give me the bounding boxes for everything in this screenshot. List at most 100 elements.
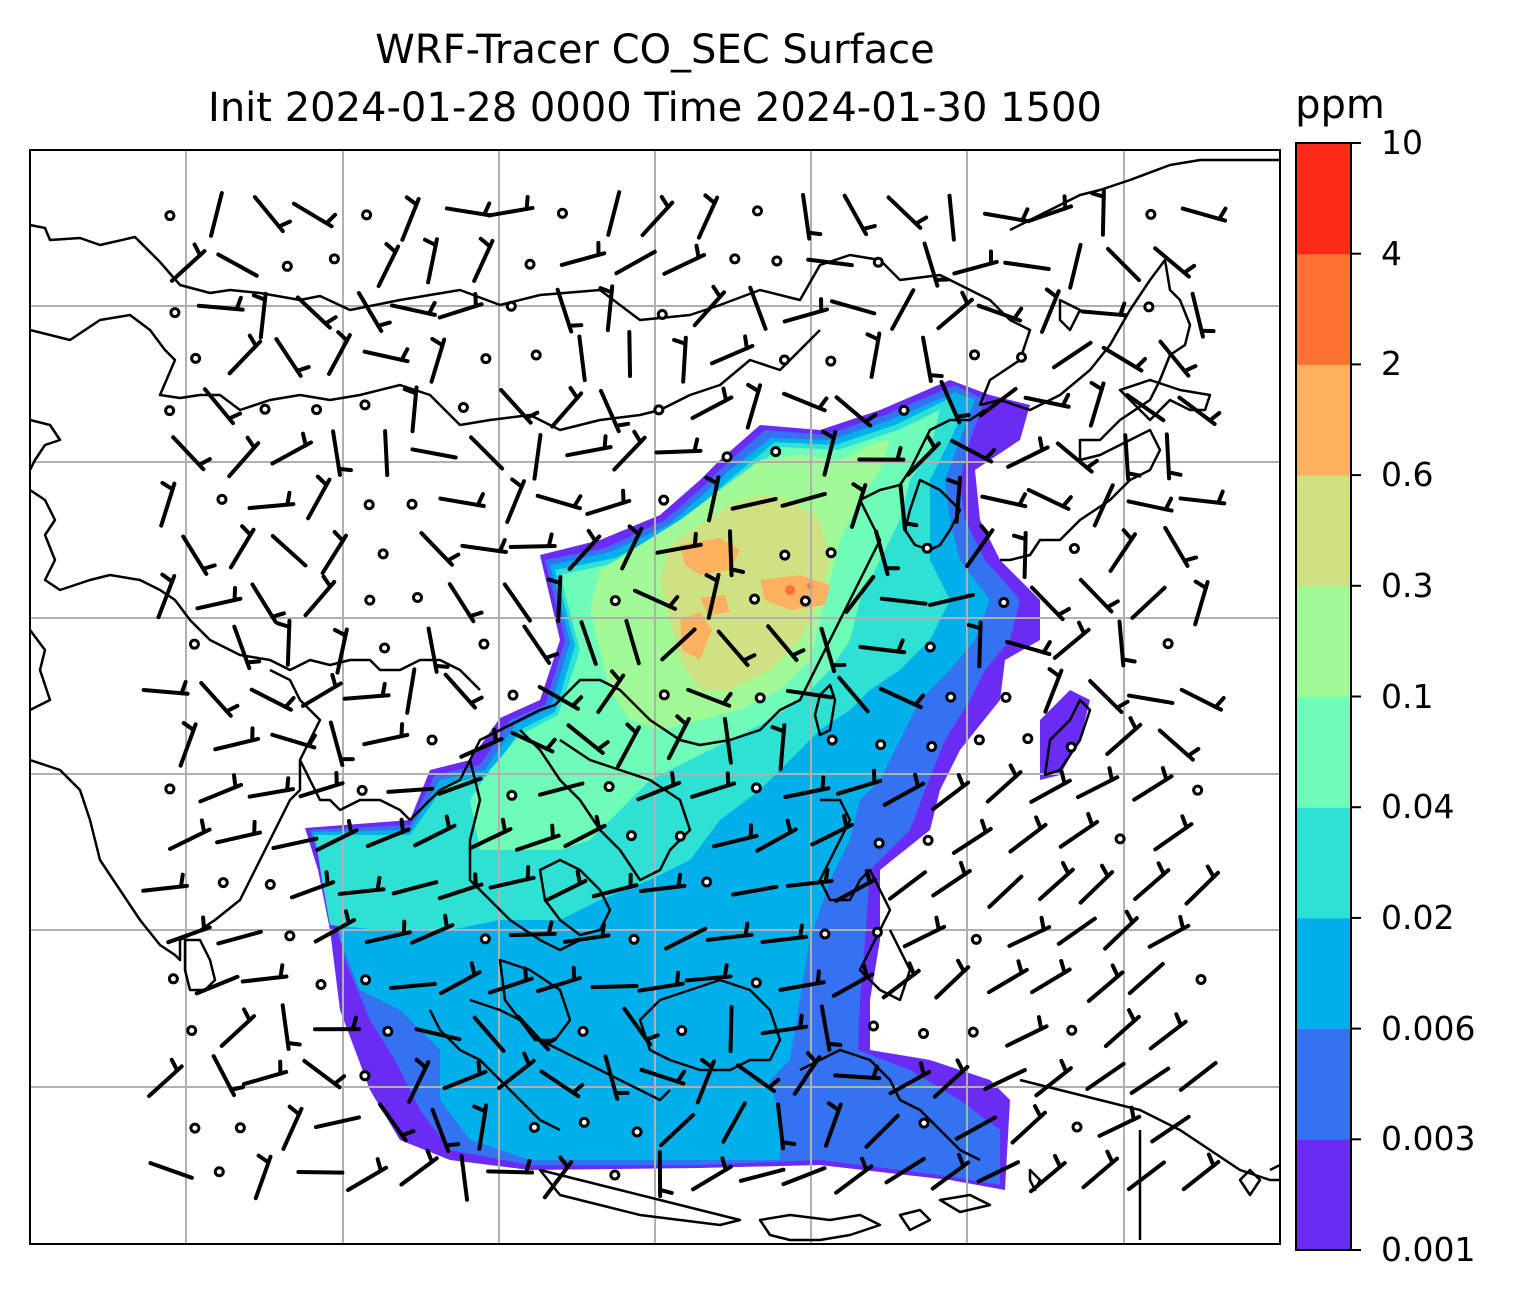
calm-marker [603,781,615,793]
wind-barb [654,437,703,455]
wind-barb [413,814,457,848]
wind-barb [410,913,455,945]
colorbar-tick-label: 10 [1381,123,1423,162]
wind-barb [882,772,926,807]
wind-barb [1078,863,1115,905]
wind-barb [472,236,495,283]
wind-barb [1180,206,1228,223]
field-0.6-d [700,595,730,615]
calm-marker [701,876,713,888]
wind-barb [439,961,482,996]
wind-barb [1163,525,1199,568]
wind-barb [227,333,263,376]
colorbar [1295,142,1361,1251]
wind-barb [657,1149,674,1198]
wind-barb [1126,1160,1166,1192]
calm-marker [264,879,276,891]
wind-barb [775,1102,797,1151]
wind-barb [389,300,437,317]
wind-barb [704,475,721,523]
calm-marker [871,926,883,938]
colorbar-segment [1296,917,1351,1030]
calm-marker [609,1169,621,1181]
wind-barb [770,723,787,772]
wind-barb [1148,1012,1188,1051]
wind-barb [704,572,721,620]
wind-barb [947,193,956,242]
wind-barb [1088,380,1106,428]
wind-barb [1078,577,1120,614]
wind-barb [447,582,484,624]
calm-marker [164,783,176,795]
wind-barb [550,385,584,429]
wind-barb [1123,433,1142,482]
calm-marker [656,309,668,321]
wind-barb [1043,667,1064,714]
wind-barb [785,688,834,700]
wind-barb [141,872,189,893]
calm-marker [412,591,424,603]
calm-marker [377,548,389,560]
wind-barb [429,336,447,384]
wind-barb [389,981,437,990]
colorbar-segment [1296,1139,1351,1251]
wind-barb [954,1115,998,1141]
wind-barb [362,347,410,364]
wind-barb [546,575,563,624]
calm-marker [1015,351,1027,363]
wind-barb [559,240,607,267]
wind-barb [437,776,483,796]
wind-barb [535,493,583,511]
wind-barb [328,720,355,767]
wind-barb [195,586,243,611]
wind-barb [1190,291,1216,339]
wind-barb [640,194,675,238]
wind-barb [194,974,240,996]
colorbar-tick-label: 4 [1381,233,1402,273]
wind-barb [898,483,919,532]
wind-barb [1177,395,1222,427]
wind-barb [835,768,883,796]
wind-barb [766,624,806,662]
wind-barb [939,379,971,425]
wind-barb [1181,1152,1221,1192]
wind-barb [399,1148,439,1187]
wind-barb [442,1060,488,1091]
colorbar-unit-label: ppm [1295,82,1385,128]
wind-barb [727,529,746,578]
wind-barb [886,195,929,230]
colorbar-tick-label: 0.006 [1381,1008,1476,1048]
wind-barb [965,523,995,569]
calm-marker [721,451,733,463]
wind-barb [487,966,534,995]
calm-marker [363,499,375,511]
calm-marker [750,977,762,989]
wind-barb [364,919,412,945]
calm-marker [188,638,200,650]
calm-marker [676,1025,688,1037]
colorbar-segment [1296,1028,1351,1140]
wind-barb [760,923,809,944]
wind-barb [211,1054,245,1098]
calm-marker [524,258,536,270]
wind-barb [209,191,224,238]
wind-barb [1038,860,1075,902]
wind-barb [1101,345,1147,373]
wind-barb [695,1057,716,1105]
wind-barb [842,193,877,237]
calm-marker [426,734,438,746]
wind-barb [1130,585,1167,620]
wind-barb [1178,489,1227,506]
calm-marker [506,789,518,801]
wind-barb [1010,1104,1047,1145]
wind-barb [731,884,779,897]
wind-barb [760,1013,809,1036]
wind-barb [821,429,838,477]
wind-barb [1030,959,1072,995]
calm-marker [653,404,665,416]
wind-barb [1126,496,1174,513]
wind-barb [414,1027,462,1042]
calm-marker [926,741,938,753]
calm-marker [234,1122,246,1134]
calm-marker [749,593,761,605]
